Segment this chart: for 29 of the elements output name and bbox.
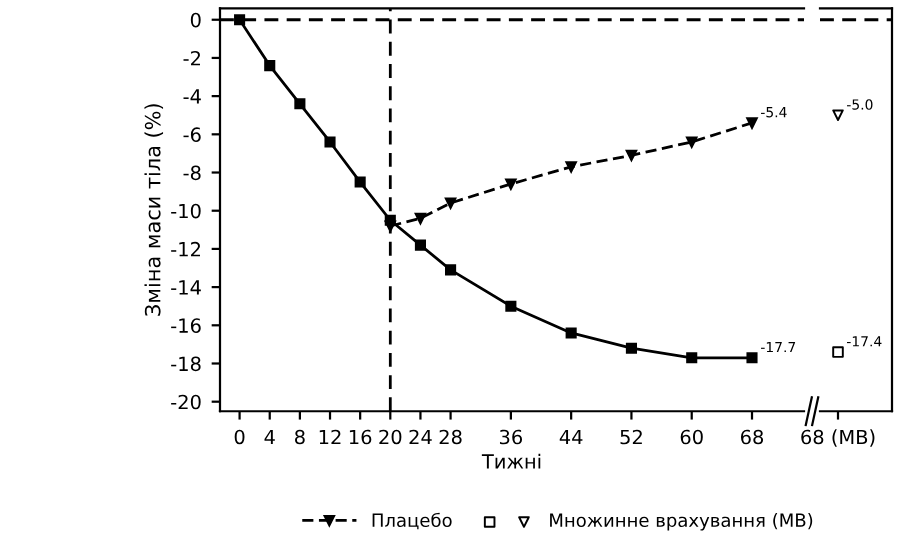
x-tick-label: 0 xyxy=(234,429,245,445)
x-tick-label: 20 xyxy=(379,429,402,445)
y-tick-label: -10 xyxy=(171,203,201,219)
x-tick-label: 4 xyxy=(264,429,275,445)
x-tick-label: 16 xyxy=(349,429,372,445)
x-tick-label: 28 xyxy=(439,429,462,445)
y-tick-label: -14 xyxy=(171,280,201,295)
x-tick-label: 8 xyxy=(295,429,305,445)
y-tick-label: -16 xyxy=(171,318,201,333)
x-tick-label: 44 xyxy=(559,429,583,445)
x-axis-title: Тижні xyxy=(481,453,541,469)
y-tick-label: -20 xyxy=(171,394,201,410)
y-tick-label: -2 xyxy=(183,50,200,66)
x-tick-label: 68 xyxy=(740,429,764,445)
y-tick-label: -4 xyxy=(183,89,201,104)
x-tick-label: 12 xyxy=(319,429,341,445)
x-tick-label: 68 (МВ) xyxy=(801,429,875,447)
y-tick-label: -12 xyxy=(171,241,200,257)
x-tick-label: 60 xyxy=(680,429,703,445)
x-tick-label: 24 xyxy=(409,429,432,445)
x-tick-label: 52 xyxy=(620,429,642,445)
y-axis-title: Зміна маси тіла (%) xyxy=(144,104,164,316)
legend-label: Множинне врахування (МВ) xyxy=(550,513,813,531)
y-tick-label: -18 xyxy=(171,356,201,372)
x-tick-label: 36 xyxy=(499,429,523,445)
y-tick-label: 0 xyxy=(190,12,201,28)
y-tick-label: -6 xyxy=(183,127,201,142)
legend-label: Плацебо xyxy=(372,512,452,530)
y-tick-label: -8 xyxy=(183,165,201,181)
